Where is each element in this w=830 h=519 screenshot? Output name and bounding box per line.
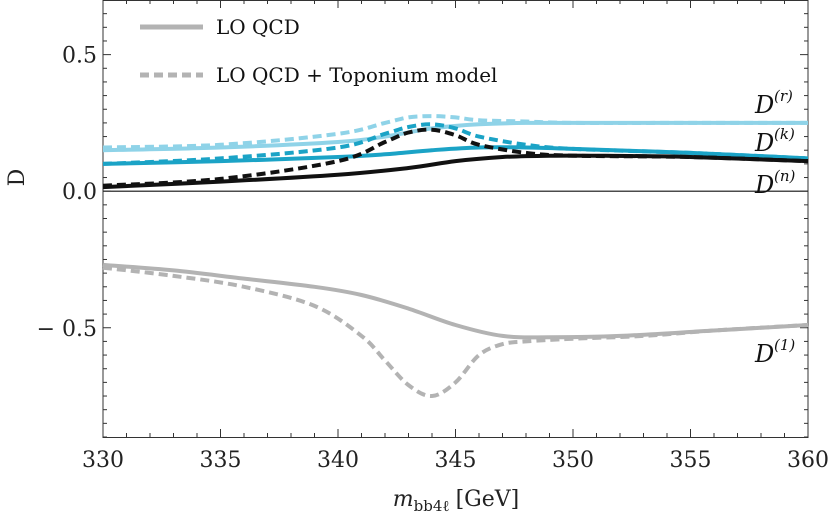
legend-label-solid: LO QCD xyxy=(216,15,300,39)
series-dr-solid-line xyxy=(102,120,808,153)
legend: LO QCD LO QCD + Toponium model xyxy=(140,15,497,87)
series-d1-dashed-line xyxy=(102,265,809,399)
legend-label-dashed: LO QCD + Toponium model xyxy=(216,63,497,87)
series-label-d1: D xyxy=(754,340,774,368)
series-dk-dashed-line xyxy=(102,122,809,166)
x-axis-label-subscript: bb4ℓ xyxy=(414,497,450,515)
series-d1-solid-line xyxy=(102,262,809,340)
x-axis-label-unit: [GeV] xyxy=(456,487,520,512)
x-tick-label: 345 xyxy=(435,448,477,473)
series-label-dr: D xyxy=(754,91,774,119)
x-tick-label: 330 xyxy=(82,448,124,473)
label-layer: D (r)D (k)D (n)D (1) xyxy=(754,87,796,368)
axes-layer: 330 335 340 345 350 355 360 0.5 0.0 − 0.5 xyxy=(37,0,829,473)
series-label-dn: D xyxy=(754,171,774,199)
series-label-sup-d1: (1) xyxy=(774,336,795,354)
x-axis-label: mbb4ℓ [GeV] xyxy=(393,487,519,515)
series-label-sup-dn: (n) xyxy=(774,167,796,185)
x-tick-label: 350 xyxy=(552,448,594,473)
series-label-dk: D xyxy=(754,129,774,157)
x-axis-label-main: m xyxy=(393,487,414,512)
x-tick-label: 340 xyxy=(317,448,359,473)
series-layer xyxy=(102,114,809,399)
y-axis-label: D xyxy=(5,169,30,187)
y-tick-label: − 0.5 xyxy=(37,317,97,342)
x-tick-label: 335 xyxy=(200,448,242,473)
series-dr-dashed-line xyxy=(102,114,808,150)
y-tick-label: 0.5 xyxy=(62,44,97,69)
x-tick-label: 355 xyxy=(670,448,712,473)
series-label-sup-dr: (r) xyxy=(774,87,793,105)
x-tick-label: 360 xyxy=(787,448,829,473)
series-label-sup-dk: (k) xyxy=(774,125,795,143)
series-dn-dashed-line xyxy=(102,127,809,188)
y-tick-label: 0.0 xyxy=(62,180,97,205)
